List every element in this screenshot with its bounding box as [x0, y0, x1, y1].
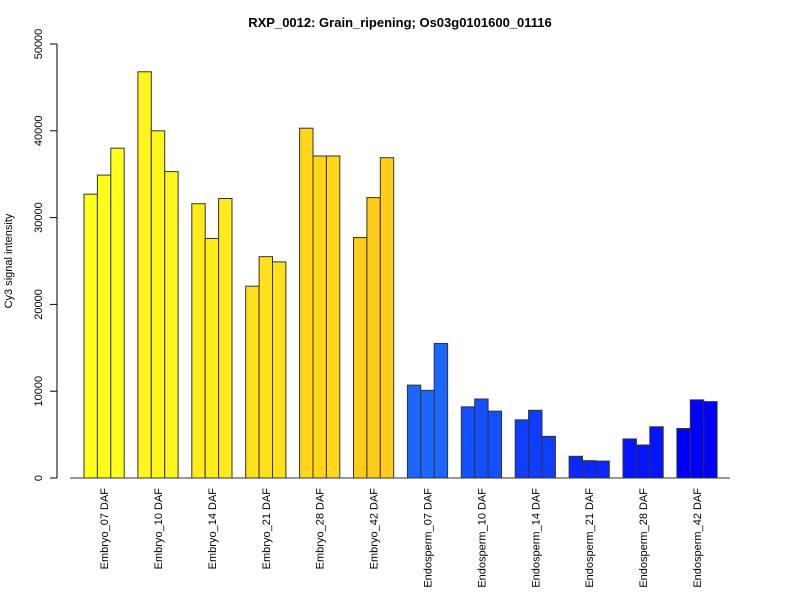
- x-tick-label: Endosperm_07 DAF: [423, 488, 435, 588]
- bar: [96, 174, 112, 479]
- x-tick-label: Embryo_28 DAF: [315, 488, 327, 570]
- bar: [528, 409, 543, 479]
- bar: [420, 389, 435, 479]
- x-tick-label: Embryo_21 DAF: [261, 488, 273, 570]
- x-tick-label: Embryo_07 DAF: [99, 488, 111, 570]
- bar: [635, 444, 651, 479]
- x-tick-label: Embryo_10 DAF: [153, 488, 165, 570]
- bar: [474, 398, 489, 479]
- bar: [460, 406, 476, 479]
- bar: [258, 256, 274, 479]
- bar: [245, 285, 260, 479]
- bar: [689, 399, 705, 479]
- x-tick-label: Endosperm_28 DAF: [638, 488, 650, 588]
- bar: [312, 155, 327, 479]
- bar: [353, 237, 368, 479]
- y-tick-label: 10000: [33, 376, 45, 407]
- bars: [83, 71, 718, 479]
- bar: [191, 203, 206, 479]
- y-axis-label: Cy3 signal intensity: [3, 213, 15, 308]
- bar: [137, 71, 152, 479]
- y-tick-label: 30000: [33, 202, 45, 233]
- bar: [83, 193, 98, 479]
- bar: [433, 342, 449, 479]
- bar: [487, 410, 503, 479]
- y-tick-label: 0: [33, 475, 45, 481]
- bar: [514, 419, 530, 479]
- y-tick-label: 50000: [33, 29, 45, 60]
- bar: [406, 384, 422, 479]
- bar: [703, 401, 718, 479]
- bar: [582, 460, 597, 479]
- bar: [204, 237, 220, 479]
- bar: [218, 198, 233, 479]
- y-tick-label: 40000: [33, 116, 45, 147]
- bar: [325, 155, 341, 479]
- x-tick-label: Embryo_42 DAF: [369, 488, 381, 570]
- bar: [366, 197, 381, 479]
- bar: [622, 438, 637, 479]
- x-tick-label: Endosperm_10 DAF: [476, 488, 488, 588]
- bar: [568, 455, 583, 479]
- chart-title: RXP_0012: Grain_ripening; Os03g0101600_0…: [248, 15, 552, 30]
- bar: [379, 157, 395, 479]
- bar: [150, 130, 166, 479]
- y-axis: 0 10000 20000 30000 40000 50000: [33, 29, 58, 481]
- bar: [299, 127, 314, 479]
- bar: [649, 426, 664, 479]
- x-tick-label: Endosperm_21 DAF: [584, 488, 596, 588]
- bar: [110, 147, 125, 479]
- x-tick-label: Endosperm_14 DAF: [530, 488, 542, 588]
- bar: [272, 261, 287, 479]
- x-axis: Embryo_07 DAF Embryo_10 DAF Embryo_14 DAF E…: [70, 477, 730, 588]
- bar: [541, 435, 556, 479]
- x-tick-label: Embryo_14 DAF: [207, 488, 219, 570]
- bar: [676, 428, 691, 479]
- x-tick-label: Endosperm_42 DAF: [692, 488, 704, 588]
- bar: [595, 460, 610, 479]
- bar: [164, 171, 179, 479]
- y-tick-label: 20000: [33, 289, 45, 320]
